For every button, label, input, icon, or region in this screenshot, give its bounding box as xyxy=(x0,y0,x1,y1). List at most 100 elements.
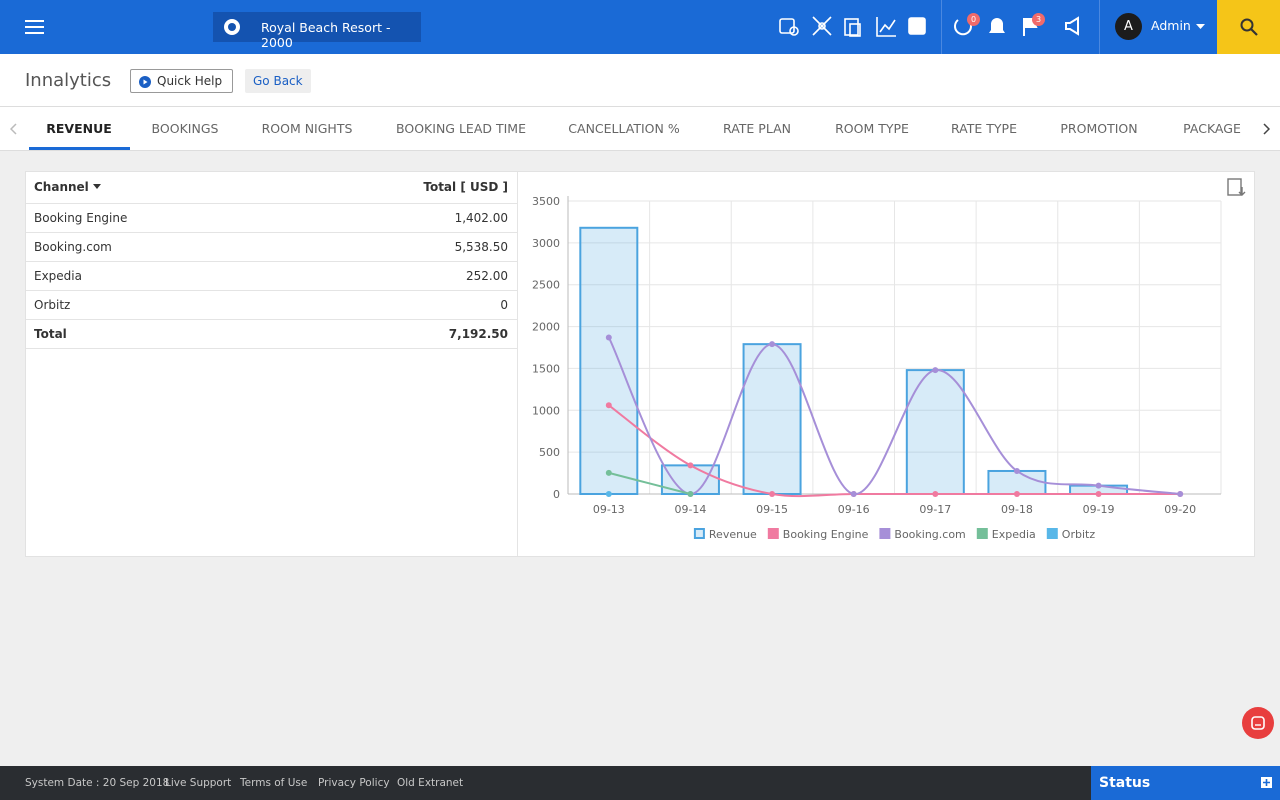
channel-total: 0 xyxy=(500,298,508,312)
tab[interactable]: BOOKINGS xyxy=(151,121,219,136)
x-tick-label: 09-14 xyxy=(674,503,706,516)
bar xyxy=(987,469,1047,496)
channel-name: Expedia xyxy=(34,269,82,283)
channel-total: 1,402.00 xyxy=(454,211,508,225)
y-tick-label: 3000 xyxy=(532,237,560,250)
menu-icon[interactable] xyxy=(25,19,45,35)
channel-name: Booking Engine xyxy=(34,211,128,225)
y-tick-label: 0 xyxy=(553,488,560,501)
point xyxy=(605,469,612,476)
line xyxy=(608,471,691,495)
channel-total: 252.00 xyxy=(466,269,508,283)
chat-button[interactable] xyxy=(1242,707,1274,739)
export-icon[interactable] xyxy=(1226,177,1248,199)
legend-label: Booking Engine xyxy=(783,528,869,541)
tab[interactable]: ROOM NIGHTS xyxy=(261,121,353,136)
channel-total: 5,538.50 xyxy=(454,240,508,254)
point xyxy=(932,367,939,374)
tab[interactable]: RATE PLAN xyxy=(723,121,791,136)
x-tick-label: 09-17 xyxy=(919,503,951,516)
chart: 0 500 1000 1500 2000 2500 3000 3500 09-13 09-14 09… xyxy=(532,195,1222,541)
total-label: Total xyxy=(34,327,67,341)
user-name[interactable]: Admin xyxy=(1151,18,1191,33)
tab[interactable]: BOOKING LEAD TIME xyxy=(396,121,526,136)
channel-name: Booking.com xyxy=(34,240,112,254)
legend-label: Revenue xyxy=(709,528,757,541)
legend-swatch xyxy=(693,528,705,539)
point xyxy=(769,491,776,497)
legend-label: Expedia xyxy=(992,528,1036,541)
legend-swatch xyxy=(879,528,891,539)
legend-item: Booking.com xyxy=(879,528,966,541)
x-tick-label: 09-18 xyxy=(1001,503,1033,516)
point xyxy=(850,491,857,497)
point xyxy=(605,334,612,341)
legend-label: Orbitz xyxy=(1062,528,1096,541)
row-line xyxy=(26,348,517,349)
go-back-button[interactable]: Go Back xyxy=(245,69,311,93)
footer: Status System Date : 20 Sep 2018 Live Sup… xyxy=(0,766,1280,800)
total-value: 7,192.50 xyxy=(448,327,508,341)
point xyxy=(1013,491,1020,497)
footer-link[interactable]: Old Extranet xyxy=(397,777,464,789)
row-line xyxy=(26,319,517,320)
legend-swatch xyxy=(976,528,988,539)
y-tick-label: 1500 xyxy=(532,362,560,375)
toolbar-icons[interactable] xyxy=(775,14,935,40)
row-line xyxy=(26,232,517,233)
y-tick-label: 500 xyxy=(539,446,560,459)
footer-link[interactable]: Live Support xyxy=(165,777,232,789)
footer-link[interactable]: Terms of Use xyxy=(240,777,308,789)
row-line xyxy=(26,290,517,291)
page-title: Innalytics xyxy=(25,70,112,91)
y-tick-label: 2000 xyxy=(532,321,560,334)
search-button[interactable] xyxy=(1217,0,1280,54)
point xyxy=(1013,467,1020,474)
row-line xyxy=(26,203,517,204)
point xyxy=(605,491,612,497)
footer-link[interactable]: Privacy Policy xyxy=(318,777,390,789)
badge: 0 xyxy=(967,13,980,26)
x-tick-label: 09-16 xyxy=(838,503,870,516)
channel-name: Orbitz xyxy=(34,298,71,312)
legend-item: Booking Engine xyxy=(767,528,869,541)
legend-label: Booking.com xyxy=(894,528,965,541)
panel: Channel Total [ USD ] Booking Engine 1,402.… xyxy=(25,171,1255,557)
status-bar[interactable]: Status xyxy=(1091,766,1280,800)
hotel-selector[interactable]: Royal Beach Resort - 2000 xyxy=(213,12,421,50)
tab[interactable]: PACKAGE xyxy=(1183,121,1241,136)
legend-item: Expedia xyxy=(976,528,1036,541)
tab[interactable]: ROOM TYPE xyxy=(835,121,909,136)
avatar[interactable]: A xyxy=(1115,13,1142,40)
top-bar: Royal Beach Resort - 2000 0 3 A Admin xyxy=(0,0,1280,54)
point xyxy=(1095,491,1102,497)
bar xyxy=(579,226,639,495)
tab-bar: REVENUE BOOKINGS ROOM NIGHTS BOOKING LEAD T… xyxy=(0,107,1280,151)
legend-swatch xyxy=(767,528,779,539)
legend: Revenue Booking Engine Booking.com Expedia O… xyxy=(693,528,1096,541)
legend-item: Orbitz xyxy=(1046,528,1096,541)
x-tick-label: 09-19 xyxy=(1083,503,1115,516)
point xyxy=(1177,491,1184,497)
column-header[interactable]: Channel xyxy=(34,180,101,194)
tab[interactable]: REVENUE xyxy=(46,121,112,136)
column-header: Total [ USD ] xyxy=(423,180,508,194)
tab[interactable]: RATE TYPE xyxy=(951,121,1017,136)
point xyxy=(932,491,939,497)
quick-help-button[interactable]: Quick Help xyxy=(130,69,234,93)
sub-header: Innalytics Quick Help Go Back xyxy=(0,54,1280,107)
x-tick-label: 09-13 xyxy=(593,503,625,516)
badge: 3 xyxy=(1032,13,1045,26)
bar xyxy=(905,369,965,495)
button-label: Quick Help xyxy=(157,74,223,88)
point xyxy=(769,341,776,348)
y-tick-label: 3500 xyxy=(532,195,560,208)
tab[interactable]: PROMOTION xyxy=(1060,121,1138,136)
y-tick-label: 2500 xyxy=(532,279,560,292)
tab[interactable]: CANCELLATION % xyxy=(568,121,680,136)
x-tick-label: 09-15 xyxy=(756,503,788,516)
row-line xyxy=(26,261,517,262)
hotel-name: Royal Beach Resort - 2000 xyxy=(261,20,391,50)
y-tick-label: 1000 xyxy=(532,404,560,417)
